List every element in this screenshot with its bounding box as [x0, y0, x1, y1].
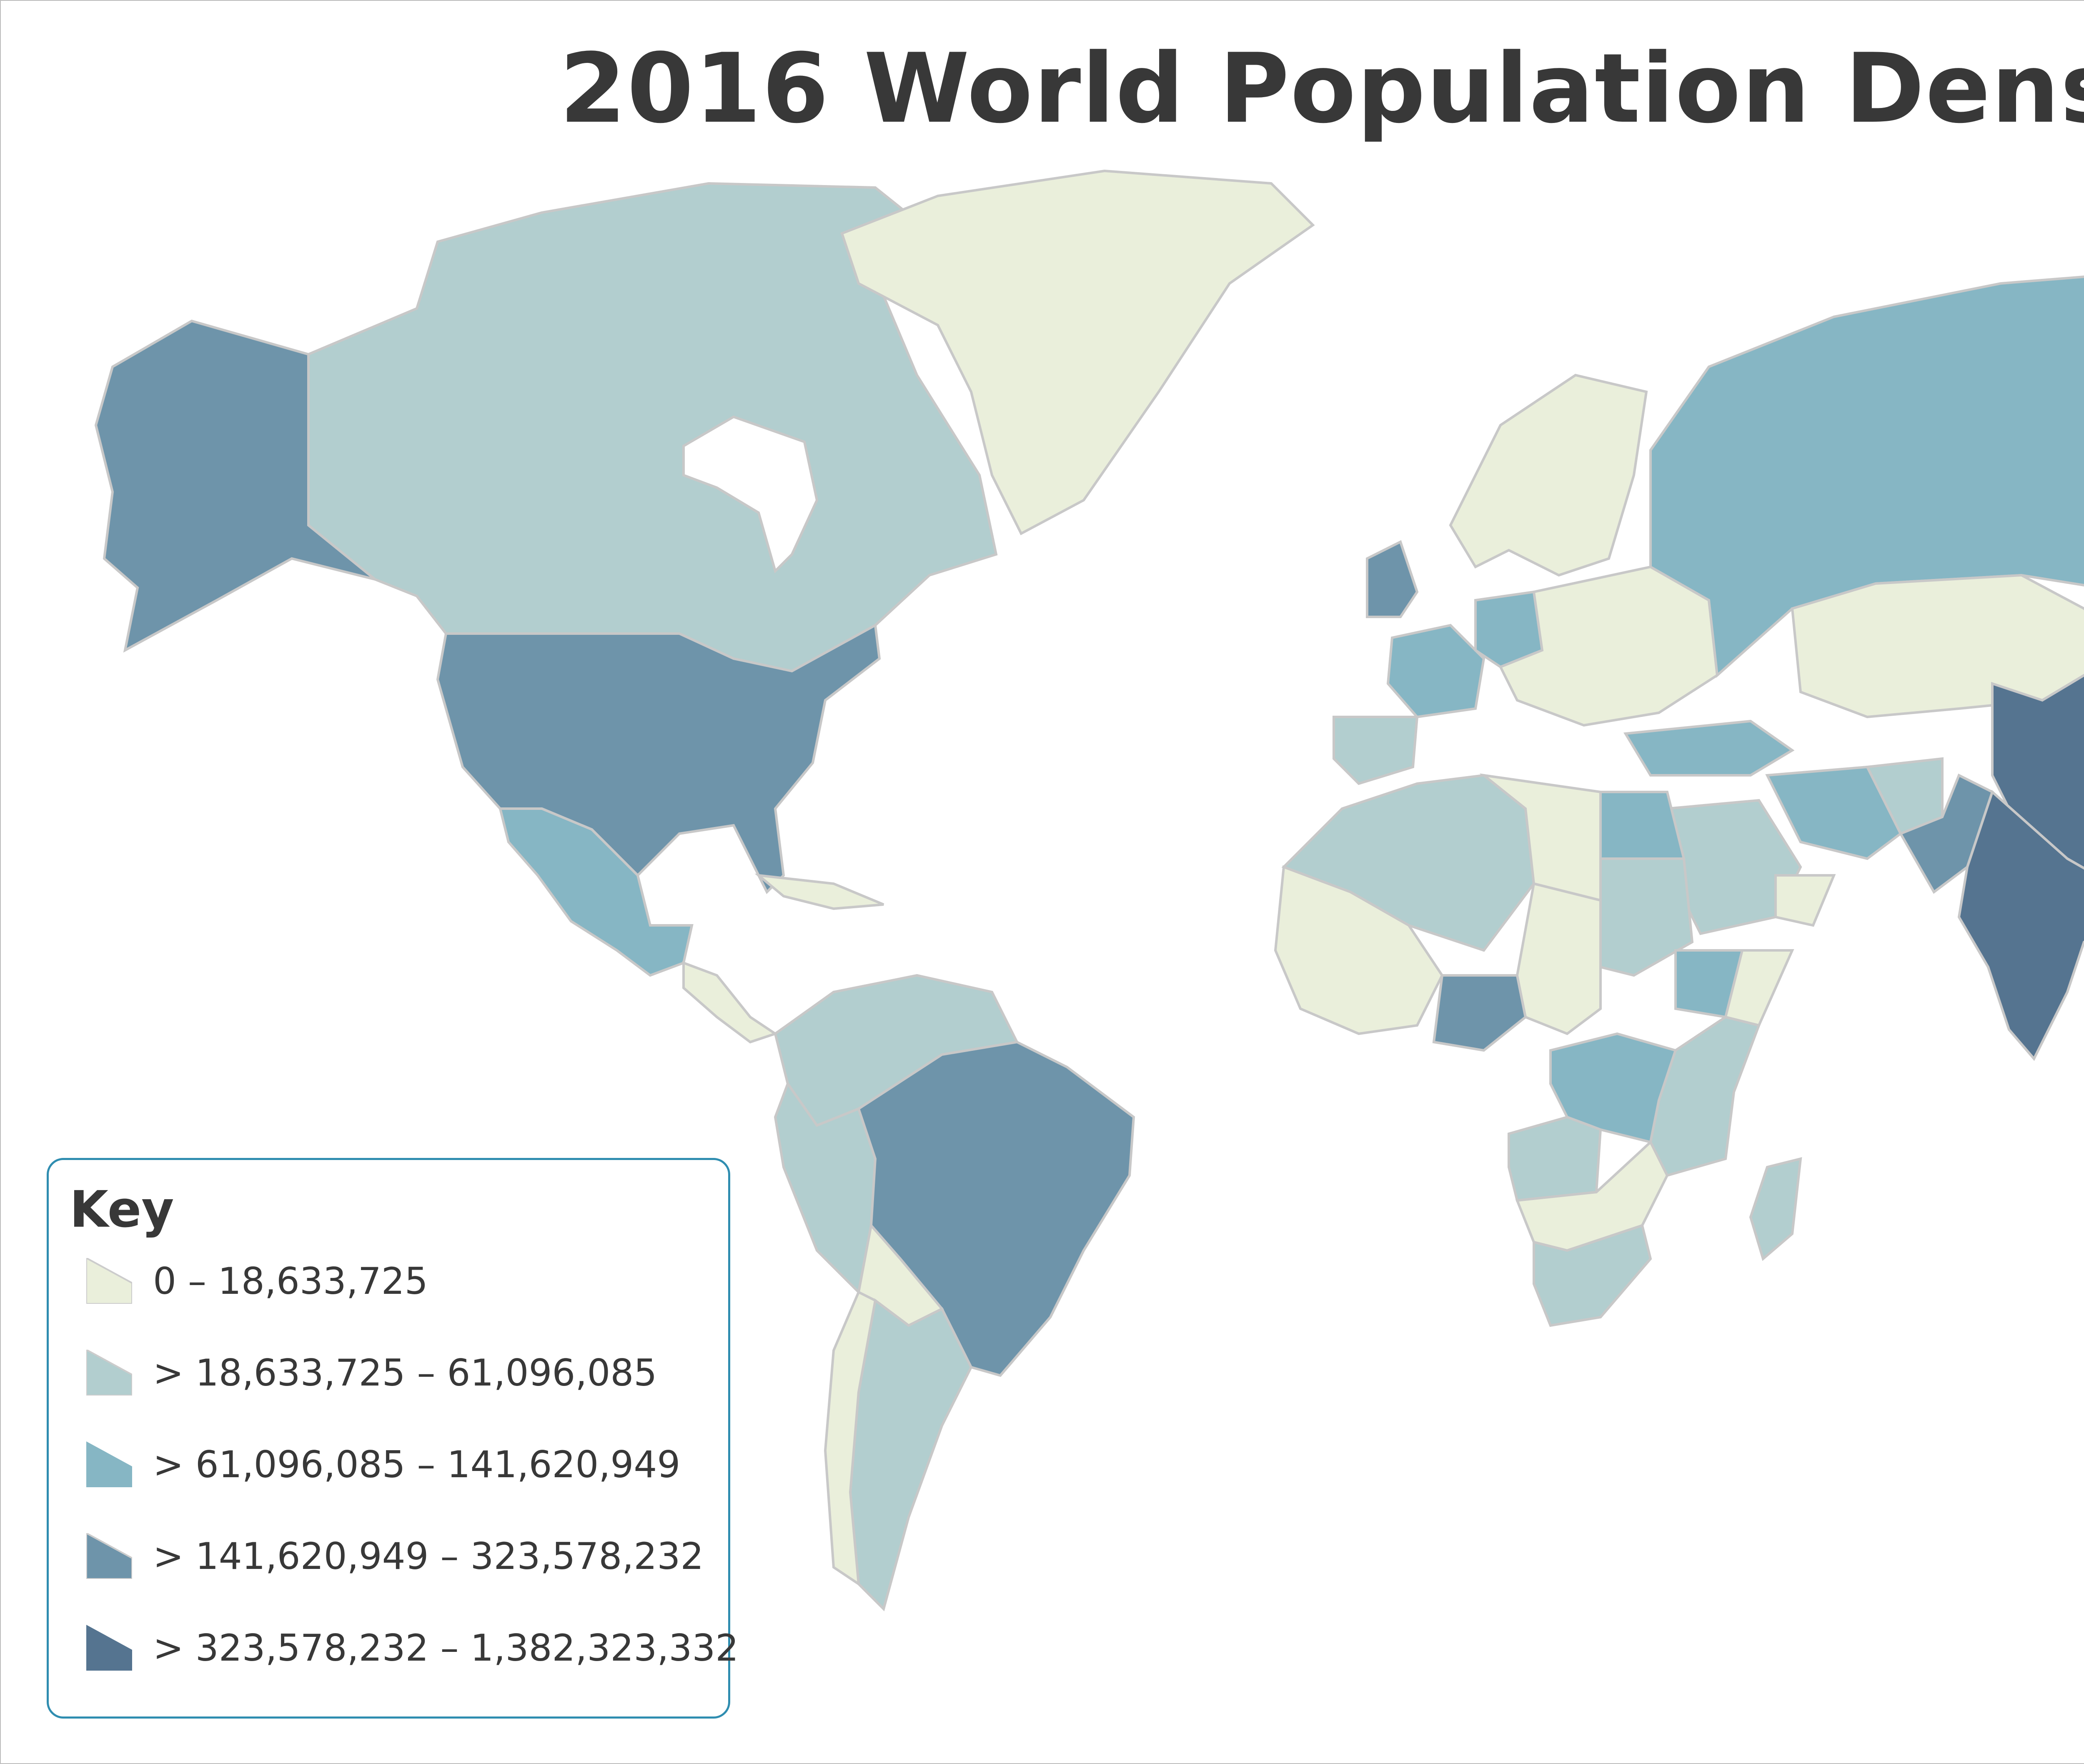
region-turkey	[1623, 719, 1795, 777]
region-argentina	[849, 1298, 973, 1611]
region-angola	[1508, 1115, 1602, 1202]
region-oman-yemen	[1774, 874, 1836, 927]
region-chile	[824, 1290, 877, 1586]
region-greenland	[840, 169, 1315, 536]
region-iran	[1765, 765, 1902, 860]
map-title: 2016 World Population Density	[559, 33, 2084, 145]
region-united-states	[436, 623, 881, 895]
region-west-africa	[1274, 865, 1444, 1035]
region-canada	[307, 182, 998, 673]
region-nigeria	[1432, 974, 1527, 1052]
region-caribbean	[754, 873, 884, 910]
region-scandinavia	[1449, 373, 1648, 577]
legend-label-class-1: 0 – 18,633,725	[153, 1259, 428, 1303]
legend-swatch-class-3	[86, 1441, 132, 1487]
region-united-kingdom	[1366, 540, 1419, 618]
legend-label-class-5: > 323,578,232 – 1,382,323,332	[153, 1626, 739, 1669]
legend-label-class-4: > 141,620,949 – 323,578,232	[153, 1534, 704, 1578]
legend-label-class-2: > 18,633,725 – 61,096,085	[153, 1351, 657, 1394]
legend-box: Key 0 – 18,633,725 > 18,633,725 – 61,096…	[47, 1158, 739, 1719]
legend-swatch-class-2	[86, 1350, 132, 1396]
region-chad-car	[1515, 882, 1602, 1035]
region-spain	[1333, 716, 1419, 785]
legend-item-class-2: > 18,633,725 – 61,096,085	[86, 1343, 657, 1402]
legend-item-class-4: > 141,620,949 – 323,578,232	[86, 1527, 704, 1585]
legend-swatch-class-4	[86, 1533, 132, 1579]
legend-swatch-class-1	[86, 1258, 132, 1304]
region-south-africa	[1533, 1224, 1652, 1327]
region-hudson-bay	[682, 415, 819, 574]
region-kazakhstan	[1791, 574, 2084, 719]
region-india	[1957, 789, 2084, 1061]
region-central-america	[682, 961, 778, 1044]
region-egypt	[1599, 791, 1686, 860]
region-madagascar	[1749, 1157, 1802, 1261]
legend-swatch-class-5	[86, 1625, 132, 1671]
legend-item-class-3: > 61,096,085 – 141,620,949	[86, 1435, 680, 1493]
world-map	[94, 169, 2084, 1611]
legend-label-class-3: > 61,096,085 – 141,620,949	[153, 1443, 681, 1486]
region-france	[1386, 624, 1485, 719]
region-sudan	[1599, 857, 1694, 977]
region-east-africa	[1649, 1015, 1761, 1177]
legend-item-class-5: > 323,578,232 – 1,382,323,332	[86, 1619, 739, 1677]
legend-title: Key	[70, 1181, 174, 1239]
legend-item-class-1: 0 – 18,633,725	[86, 1252, 428, 1310]
